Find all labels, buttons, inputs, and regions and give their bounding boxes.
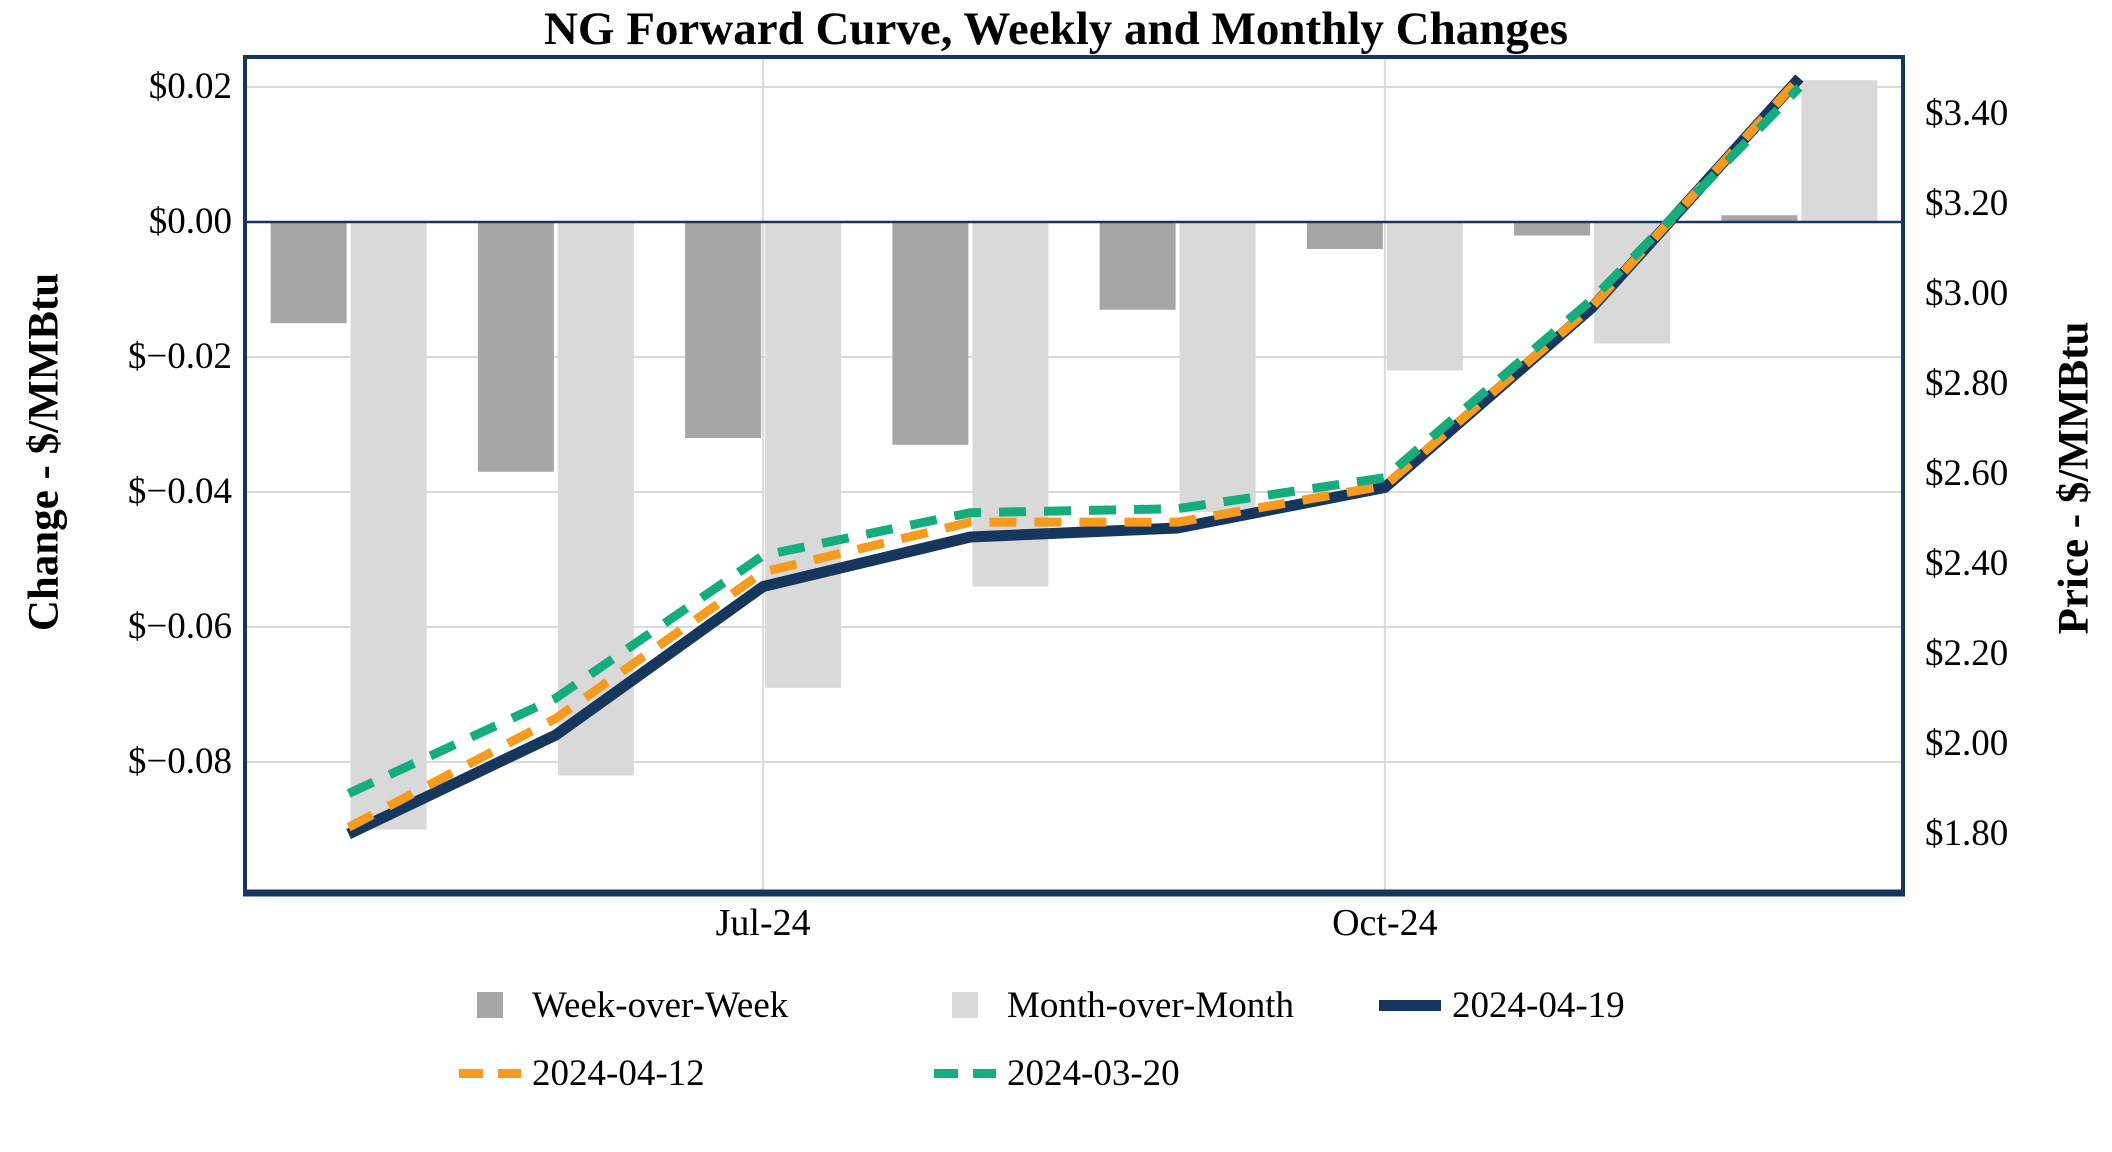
right-axis-tick: $1.80 [1925,813,2009,854]
left-axis-tick: $−0.04 [127,471,232,512]
legend-label-2024-04-19: 2024-04-19 [1452,984,1625,1026]
left-axis-tick: $−0.06 [127,606,232,647]
right-axis-tick: $2.20 [1925,633,2009,674]
chart-title: NG Forward Curve, Weekly and Monthly Cha… [543,3,1569,55]
right-axis-tick: $2.00 [1925,723,2009,764]
right-axis-tick: $3.40 [1925,93,2009,134]
x-axis-tick: Oct-24 [1332,902,1438,944]
legend-item-2024-04-12: 2024-04-12 [458,1050,705,1096]
right-axis-tick: $3.00 [1925,273,2009,314]
legend-label-week-over-week: Week-over-Week [532,984,789,1026]
legend-label-month-over-month: Month-over-Month [1007,984,1295,1026]
left-axis-tick: $0.02 [148,66,232,107]
left-axis-tick: $−0.02 [127,336,232,377]
right-axis-tick: $2.80 [1925,363,2009,404]
legend-item-2024-03-20: 2024-03-20 [933,1050,1180,1096]
solid-line-swatch-icon [1379,999,1441,1011]
legend-item-week-over-week: Week-over-Week [458,982,788,1028]
week-over-week-swatch-icon [477,992,503,1018]
left-axis-title: Change - $/MMBtu [20,272,68,632]
green-dashed-swatch-icon [934,1068,996,1078]
orange-dashed-swatch-icon [459,1068,521,1078]
left-axis-tick: $0.00 [148,201,232,242]
right-axis-tick: $3.20 [1925,183,2009,224]
legend-label-2024-04-12: 2024-04-12 [532,1052,705,1094]
legend-item-month-over-month: Month-over-Month [933,982,1294,1028]
legend-label-2024-03-20: 2024-03-20 [1007,1052,1180,1094]
month-over-month-swatch-icon [952,992,978,1018]
left-axis-tick: $−0.08 [127,741,232,782]
legend-item-2024-04-19: 2024-04-19 [1378,982,1625,1028]
right-axis-tick: $2.60 [1925,453,2009,494]
right-axis-tick: $2.40 [1925,543,2009,584]
right-axis-title: Price - $/MMBtu [2050,321,2098,635]
x-axis-tick: Jul-24 [715,902,811,944]
